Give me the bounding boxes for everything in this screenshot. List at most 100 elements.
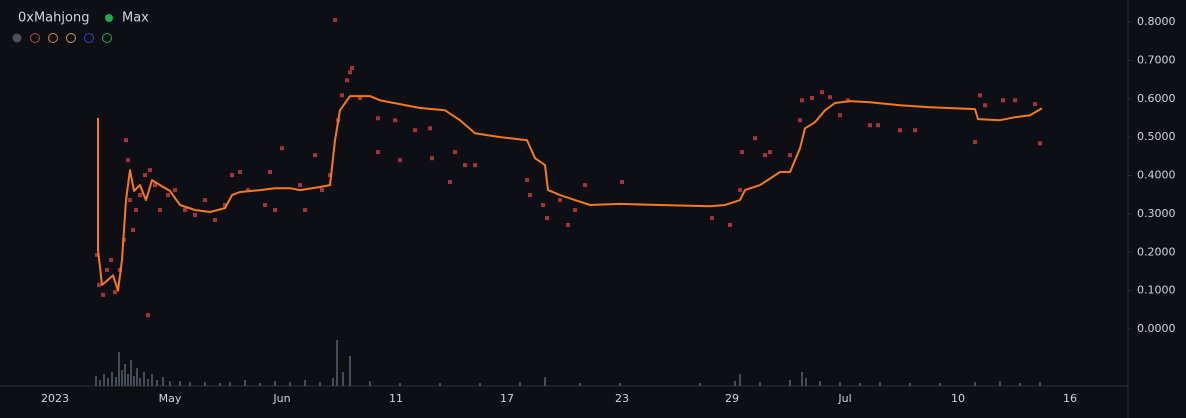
volume (95, 340, 1041, 386)
volume-bar (579, 383, 581, 386)
volume-bar (789, 380, 791, 386)
y-tick-label: 0.6000 (1137, 92, 1176, 105)
legend: 0xMahjong Max (12, 11, 149, 43)
x-tick-label: Jun (272, 392, 290, 405)
volume-bar (95, 376, 97, 386)
x-tick-label: 11 (389, 392, 403, 405)
volume-bar (127, 374, 129, 386)
trade-dot (203, 198, 207, 203)
indicator-icon[interactable] (30, 33, 40, 43)
volume-bar (130, 360, 132, 386)
volume-bar (244, 380, 246, 386)
trade-dot (246, 188, 250, 193)
trade-dot (768, 150, 772, 155)
volume-bar (1019, 383, 1021, 386)
trade-dot (333, 18, 337, 23)
trade-dot (146, 313, 150, 318)
volume-bar (974, 382, 976, 386)
volume-bar (229, 382, 231, 386)
volume-bar (179, 381, 181, 386)
trade-dot (1001, 98, 1005, 103)
trade-dot (710, 216, 714, 221)
trade-dot (1033, 102, 1037, 107)
trade-dot (876, 123, 880, 128)
trade-dot (473, 163, 477, 168)
trade-dot (128, 198, 132, 203)
volume-bar (879, 382, 881, 386)
indicator-icon[interactable] (48, 33, 58, 43)
volume-bar (859, 383, 861, 386)
volume-bar (342, 372, 344, 386)
trade-dot (541, 203, 545, 208)
trade-dot (376, 150, 380, 155)
trade-dot (525, 178, 529, 183)
volume-bar (115, 377, 117, 386)
volume-bar (289, 382, 291, 386)
volume-bar (544, 377, 546, 386)
trade-dot (97, 282, 101, 287)
trade-dot (193, 213, 197, 218)
volume-bar (801, 372, 803, 386)
trade-dot (320, 188, 324, 193)
volume-bar (619, 383, 621, 386)
trade-dot (358, 95, 362, 100)
trade-dot (313, 153, 317, 158)
volume-bar (819, 381, 821, 386)
trade-dot (105, 267, 109, 272)
trade-dot (788, 153, 792, 158)
x-tick-label: 29 (725, 392, 739, 405)
legend-dot (105, 14, 113, 22)
trade-dot (131, 227, 135, 232)
trade-dot (1038, 141, 1042, 146)
volume-bar (189, 382, 191, 386)
trade-dot (528, 193, 532, 198)
trade-dot (398, 158, 402, 163)
trade-dot (350, 66, 354, 71)
trade-dot (740, 150, 744, 155)
trade-dot (273, 208, 277, 213)
trade-dot (95, 252, 99, 257)
trade-dot (230, 173, 234, 178)
volume-bar (479, 383, 481, 386)
trade-dot (303, 208, 307, 213)
volume-bar (336, 340, 338, 386)
trade-dot (453, 150, 457, 155)
trade-dot (1013, 98, 1017, 103)
trade-dot (738, 188, 742, 193)
trade-dot (268, 170, 272, 175)
y-tick-label: 0.5000 (1137, 130, 1176, 143)
volume-bar (124, 364, 126, 386)
volume-bar (259, 383, 261, 386)
volume-bar (121, 370, 123, 386)
trade-dot (800, 98, 804, 103)
trade-dot (810, 95, 814, 100)
y-tick-label: 0.3000 (1137, 207, 1176, 220)
trade-dot (463, 163, 467, 168)
volume-bar (169, 381, 171, 386)
y-tick-label: 0.8000 (1137, 15, 1176, 28)
volume-bar (204, 382, 206, 386)
y-tick-label: 0.7000 (1137, 53, 1176, 66)
trade-dot (148, 168, 152, 173)
trade-dot (753, 136, 757, 141)
trade-dot (798, 118, 802, 123)
indicator-icon[interactable] (84, 33, 94, 43)
volume-bar (151, 374, 153, 386)
trade-dot (983, 103, 987, 108)
indicator-icon[interactable] (66, 33, 76, 43)
trade-dot (583, 183, 587, 188)
trade-dot (263, 203, 267, 208)
volume-bar (304, 380, 306, 386)
volume-bar (839, 382, 841, 386)
y-tick-label: 0.0000 (1137, 322, 1176, 335)
trade-dot (143, 173, 147, 178)
trade-dot (223, 203, 227, 208)
trade-dot (113, 290, 117, 295)
volume-bar (107, 378, 109, 386)
indicator-icon[interactable] (102, 33, 112, 43)
trade-dot (376, 116, 380, 121)
x-tick-label: 17 (500, 392, 514, 405)
indicator-icon[interactable] (12, 33, 22, 43)
x-tick-label: 16 (1063, 392, 1077, 405)
